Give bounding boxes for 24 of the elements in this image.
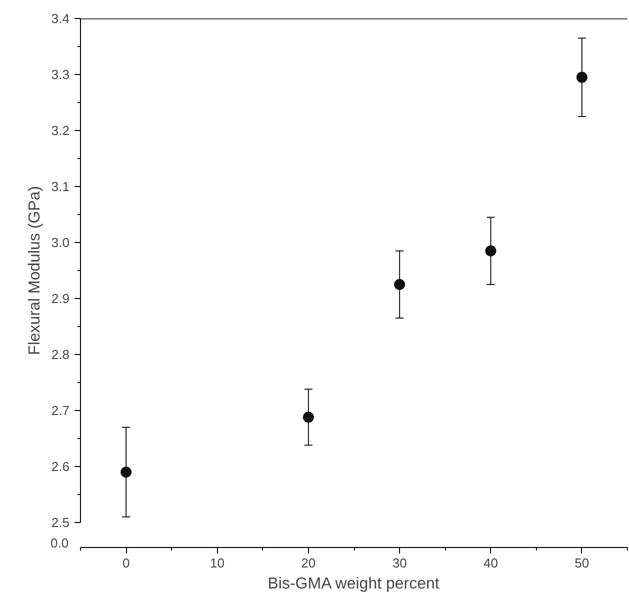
x-tick-label: 40: [484, 556, 498, 570]
y-tick-label: 2.9: [51, 291, 70, 306]
text: 0.0: [50, 536, 69, 550]
point: [394, 279, 406, 290]
y-axis-title: Flexural Modulus (GPa): [26, 186, 44, 355]
x-tick-label: 10: [210, 556, 224, 570]
y-tick-label: 3.2: [51, 123, 70, 138]
x-tick-label: 20: [301, 556, 316, 570]
y-tick-label: 2.7: [51, 403, 70, 418]
x-tick-label: 0: [122, 556, 130, 570]
x-axis-title: Bis-GMA weight percent: [268, 576, 440, 592]
y-tick-label: 2.5: [51, 515, 70, 530]
x-tick-label: 50: [574, 556, 590, 570]
y-tick-label: 3.0: [51, 235, 70, 250]
y-tick-label: 3.1: [51, 179, 70, 194]
x-tick-label: 30: [392, 556, 407, 570]
y-tick-label: 3.4: [51, 11, 70, 26]
y-tick-label: 2.8: [51, 347, 70, 362]
y-tick-label: 2.6: [51, 459, 70, 474]
point: [485, 245, 496, 256]
point: [576, 72, 588, 83]
y-tick-label: 3.3: [51, 67, 70, 82]
point: [120, 466, 132, 478]
point: [302, 412, 314, 423]
